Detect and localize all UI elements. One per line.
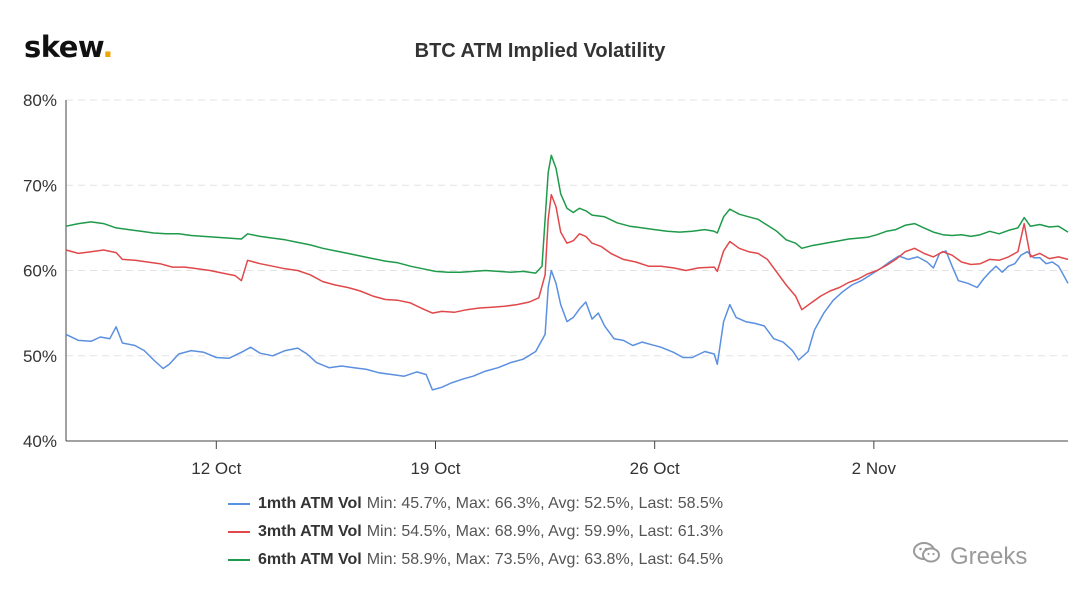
y-axis-tick-labels: 40% 50% 60% 70% 80%	[23, 91, 57, 451]
x-tick-label: 19 Oct	[410, 459, 460, 478]
legend-item-6mth[interactable]: 6mth ATM Vol Min: 58.9%, Max: 73.5%, Avg…	[228, 546, 723, 574]
legend-label-3mth: 3mth ATM Vol	[258, 523, 362, 540]
skew-logo: skew.	[24, 30, 113, 64]
watermark-text: Greeks	[950, 542, 1028, 570]
legend-swatch-3mth	[228, 531, 250, 533]
x-tick-label: 12 Oct	[191, 459, 241, 478]
y-tick-label: 40%	[23, 432, 57, 451]
legend-label-1mth: 1mth ATM Vol	[258, 495, 362, 512]
series-line-6mth	[65, 154, 1069, 274]
legend-label-6mth: 6mth ATM Vol	[258, 551, 362, 568]
x-tick-label: 26 Oct	[630, 459, 680, 478]
legend-swatch-6mth	[228, 559, 250, 561]
legend-stats-3mth: Min: 54.5%, Max: 68.9%, Avg: 59.9%, Last…	[366, 523, 724, 540]
logo-text: skew	[24, 30, 103, 64]
chart-legend: 1mth ATM Vol Min: 45.7%, Max: 66.3%, Avg…	[228, 490, 723, 574]
y-tick-label: 50%	[23, 347, 57, 366]
legend-stats-1mth: Min: 45.7%, Max: 66.3%, Avg: 52.5%, Last…	[366, 495, 724, 512]
chart-title: BTC ATM Implied Volatility	[414, 40, 666, 62]
legend-stats-6mth: Min: 58.9%, Max: 73.5%, Avg: 63.8%, Last…	[366, 551, 724, 568]
x-tick-label: 2 Nov	[852, 459, 897, 478]
legend-item-1mth[interactable]: 1mth ATM Vol Min: 45.7%, Max: 66.3%, Avg…	[228, 490, 723, 518]
watermark: Greeks	[912, 540, 1027, 573]
logo-dot: .	[102, 30, 113, 64]
y-tick-label: 70%	[23, 176, 57, 195]
y-tick-label: 80%	[23, 91, 57, 110]
series-line-3mth	[65, 193, 1069, 314]
grid-lines	[66, 99, 1068, 357]
legend-swatch-1mth	[228, 503, 250, 505]
series-lines	[65, 154, 1069, 391]
wechat-icon	[912, 540, 942, 573]
y-tick-label: 60%	[23, 262, 57, 281]
legend-item-3mth[interactable]: 3mth ATM Vol Min: 54.5%, Max: 68.9%, Avg…	[228, 518, 723, 546]
x-axis: 12 Oct 19 Oct 26 Oct 2 Nov	[65, 100, 1068, 478]
